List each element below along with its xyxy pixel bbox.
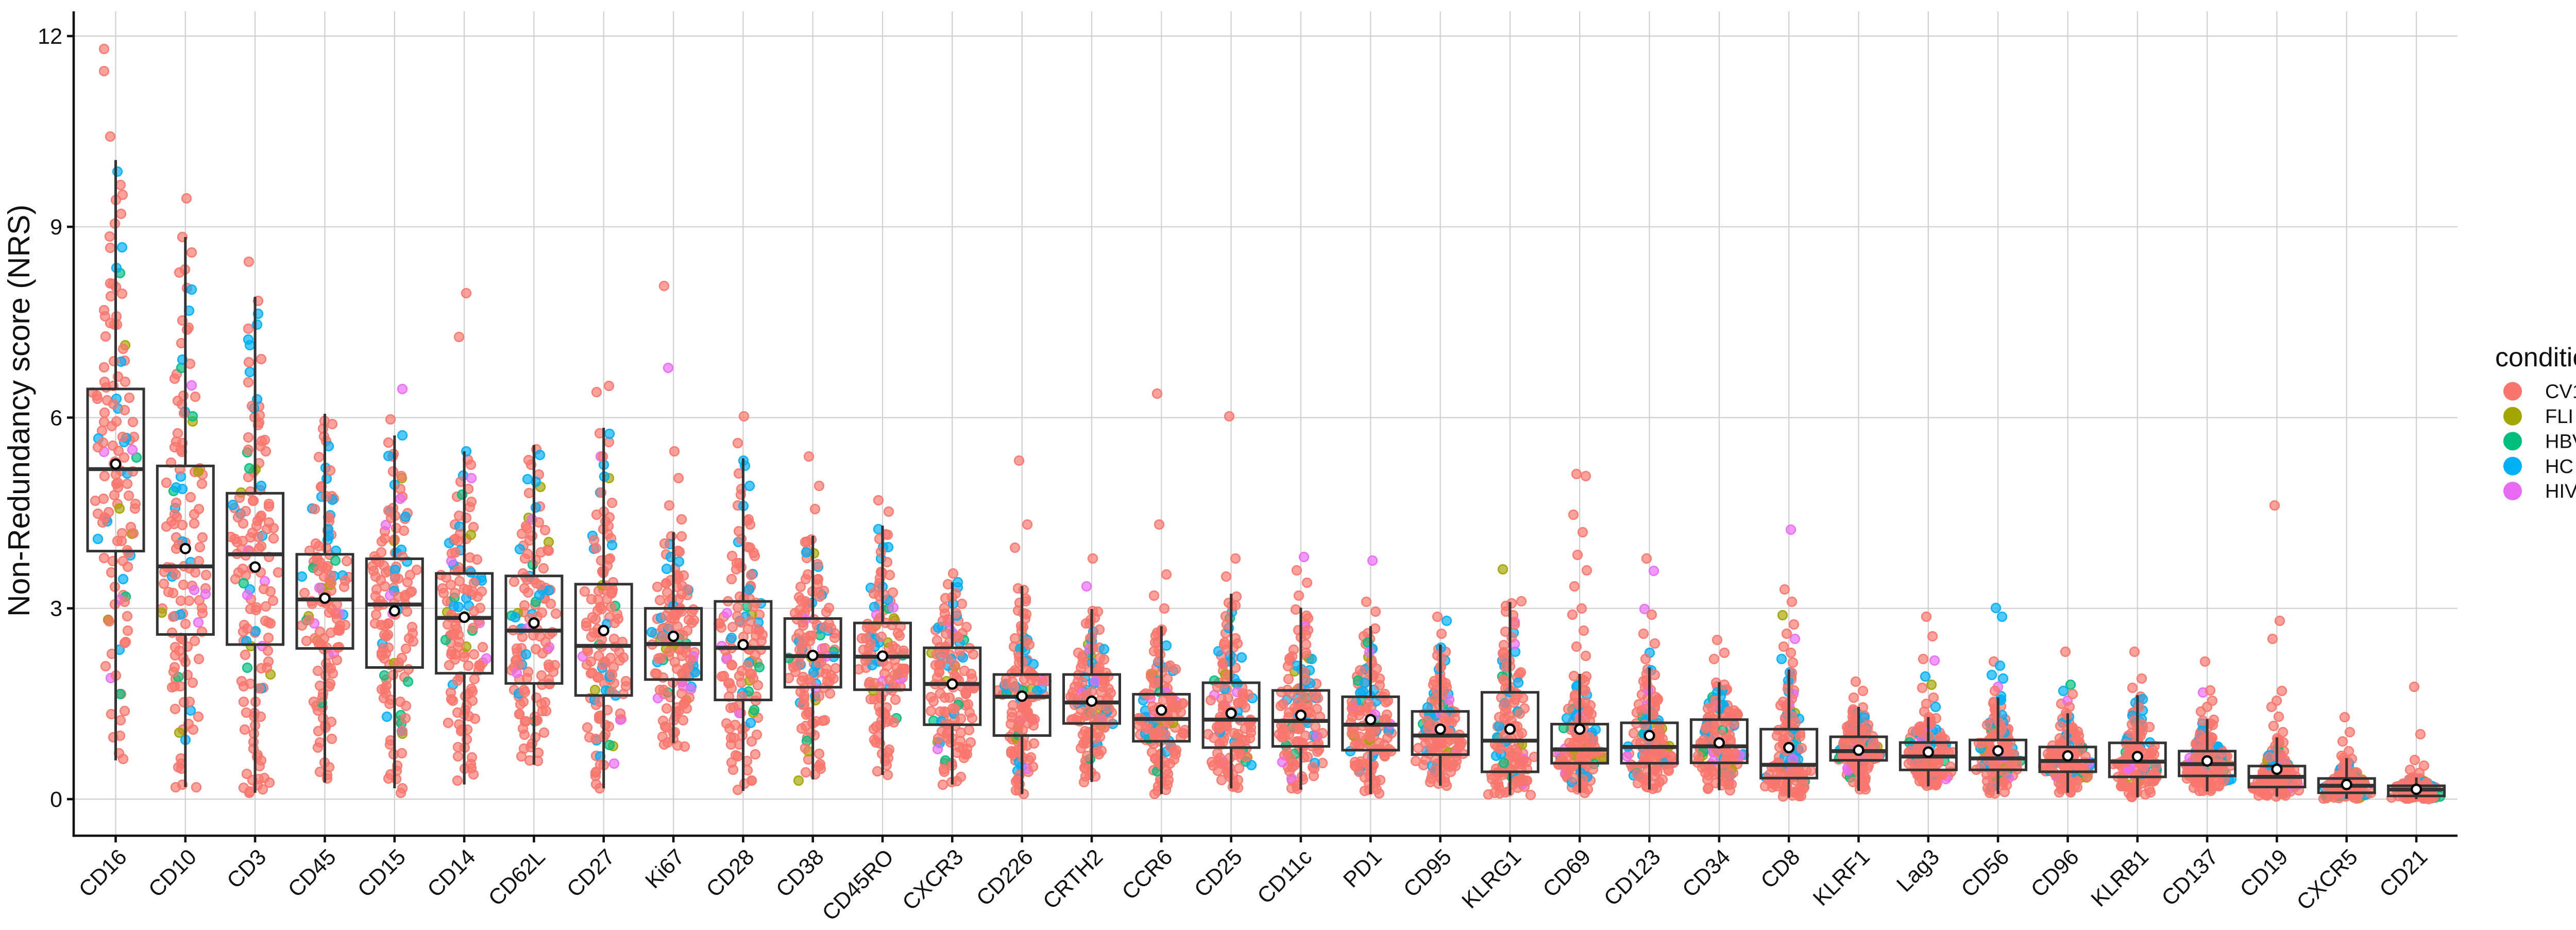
svg-text:FLI: FLI xyxy=(2545,406,2573,428)
svg-text:HBV: HBV xyxy=(2545,431,2576,452)
svg-text:CV19: CV19 xyxy=(2545,381,2576,403)
svg-text:9: 9 xyxy=(50,215,62,240)
svg-text:12: 12 xyxy=(38,24,62,49)
svg-text:0: 0 xyxy=(50,787,62,812)
svg-text:Non-Redundancy score (NRS): Non-Redundancy score (NRS) xyxy=(2,205,36,617)
svg-text:HC: HC xyxy=(2545,456,2573,478)
svg-text:HIV: HIV xyxy=(2545,481,2576,502)
svg-text:condition: condition xyxy=(2495,343,2576,373)
svg-text:3: 3 xyxy=(50,597,62,621)
svg-text:6: 6 xyxy=(50,406,62,431)
